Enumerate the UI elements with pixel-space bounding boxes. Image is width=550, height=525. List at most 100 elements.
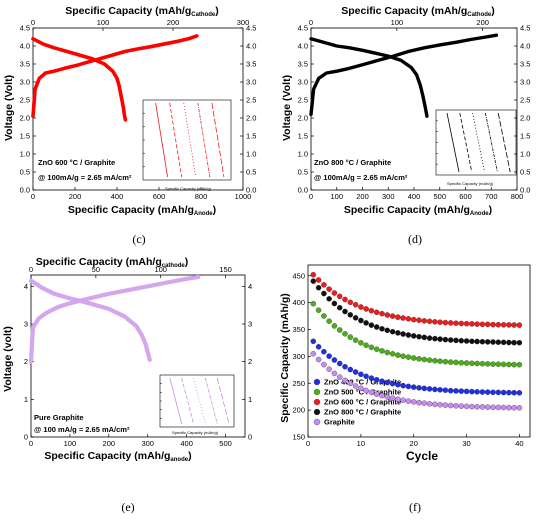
data-point	[447, 387, 454, 394]
x-axis-title: Cycle	[406, 449, 438, 463]
inset-title: Specific Capacity (mAh/g)	[165, 186, 212, 191]
data-point	[453, 359, 459, 366]
annotation-sample: ZnO 600 °C / Graphite	[38, 158, 115, 167]
x-tick-label: 100	[64, 439, 77, 448]
panel-c: Specific Capacity (mAh/gCathode) Specifi…	[0, 0, 270, 230]
data-point	[484, 339, 491, 345]
x-tick-label: 800	[195, 192, 208, 201]
y-tick-label: 150	[292, 433, 305, 442]
panel-e: Specific Capacity (mAh/gcathode) Specifi…	[0, 255, 270, 495]
x-tick-label: 200	[103, 439, 116, 448]
y-tick-label-right: 2.0	[520, 114, 530, 123]
data-point	[336, 293, 343, 300]
data-point	[453, 403, 459, 409]
data-point	[342, 377, 348, 384]
data-point	[426, 401, 433, 407]
charge-curve	[309, 33, 499, 117]
data-point	[358, 317, 364, 324]
data-point	[379, 348, 385, 354]
y-tick-label-right: 0.5	[246, 168, 256, 177]
y-axis-title: Specific Capacity (mAh/g)	[279, 293, 291, 423]
data-point	[421, 385, 428, 392]
data-point	[506, 404, 512, 411]
y-axis-title: Voltage (Volt)	[281, 75, 293, 141]
x-tick-label: 0	[29, 439, 33, 448]
data-point	[352, 383, 359, 389]
top-tick-label: 100	[97, 18, 110, 27]
data-point	[516, 390, 523, 396]
data-point	[358, 304, 364, 310]
inset-curve	[497, 112, 511, 173]
inset-curve	[459, 112, 473, 173]
data-point	[416, 356, 422, 362]
y-tick-label: 2.0	[20, 114, 30, 123]
data-point	[368, 307, 375, 314]
data-point	[463, 360, 470, 366]
data-point	[384, 379, 391, 386]
data-point	[469, 388, 475, 395]
data-point	[384, 349, 391, 356]
y-tick-label-right: 0.0	[246, 186, 256, 195]
data-point	[358, 385, 364, 392]
data-point	[437, 401, 443, 408]
data-point	[416, 385, 422, 391]
data-point	[426, 335, 433, 341]
data-point	[331, 357, 338, 363]
data-point	[516, 405, 523, 411]
y-tick-label: 0.5	[298, 168, 308, 177]
data-point	[469, 360, 475, 367]
annotation-sample: Pure Graphite	[34, 413, 84, 422]
y-axis-title: Voltage (Volt)	[3, 75, 15, 141]
data-point	[368, 322, 375, 328]
data-point	[315, 284, 322, 291]
y-tick-label: 0.0	[298, 186, 308, 195]
x-tick-label: 20	[410, 439, 418, 448]
data-point	[506, 339, 512, 346]
y-tick-label: 1.0	[298, 150, 308, 159]
data-point	[400, 382, 406, 389]
data-point	[368, 344, 375, 351]
y-tick-label: 3.0	[20, 78, 30, 87]
inset-curve	[169, 102, 183, 178]
y-tick-label: 2.0	[298, 114, 308, 123]
data-point	[421, 334, 428, 341]
data-point	[511, 404, 517, 411]
data-point	[416, 333, 422, 340]
data-point	[447, 402, 454, 409]
y-tick-label: 250	[292, 379, 305, 388]
chart-f: Cycle Specific Capacity (mAh/g) ZnO 400 …	[279, 264, 531, 463]
data-point	[310, 338, 317, 345]
data-point	[342, 296, 348, 303]
y-tick-label: 4.0	[20, 42, 30, 51]
data-point	[363, 342, 369, 348]
legend-marker	[313, 388, 321, 396]
data-point	[315, 277, 322, 283]
inset-curve	[204, 377, 218, 425]
inset-curve	[211, 102, 225, 178]
top-axis-title: Specific Capacity (mAh/gcathode)	[36, 256, 189, 269]
data-point	[458, 388, 465, 394]
data-point	[511, 361, 517, 368]
data-point	[479, 404, 486, 410]
inset-cycles: Specific Capacity (mAh/g)	[159, 374, 235, 435]
chart-e: Specific Capacity (mAh/gcathode) Specifi…	[2, 256, 252, 463]
y-tick-label-right: 0.0	[520, 186, 530, 195]
data-point	[484, 321, 491, 328]
data-point	[336, 304, 343, 311]
data-point	[458, 320, 465, 327]
y-tick-label-right: 4.5	[520, 24, 530, 33]
legend-label: Graphite	[324, 418, 355, 427]
top-tick-label: 100	[391, 18, 404, 27]
y-tick-label-right: 2	[248, 357, 252, 366]
legend-label: ZnO 800 °C / Graphite	[324, 408, 401, 417]
x-tick-label: 10	[357, 439, 365, 448]
data-point	[395, 314, 401, 320]
legend-label: ZnO 500 °C / Graphite	[324, 388, 401, 397]
data-point	[469, 338, 475, 345]
data-point	[347, 312, 354, 318]
data-point	[506, 361, 512, 368]
data-point	[442, 358, 449, 365]
data-point	[495, 321, 502, 328]
top-tick-label: 100	[154, 265, 167, 274]
annotation-rate: @ 100mA/g = 2.65 mA/cm²	[38, 173, 132, 182]
